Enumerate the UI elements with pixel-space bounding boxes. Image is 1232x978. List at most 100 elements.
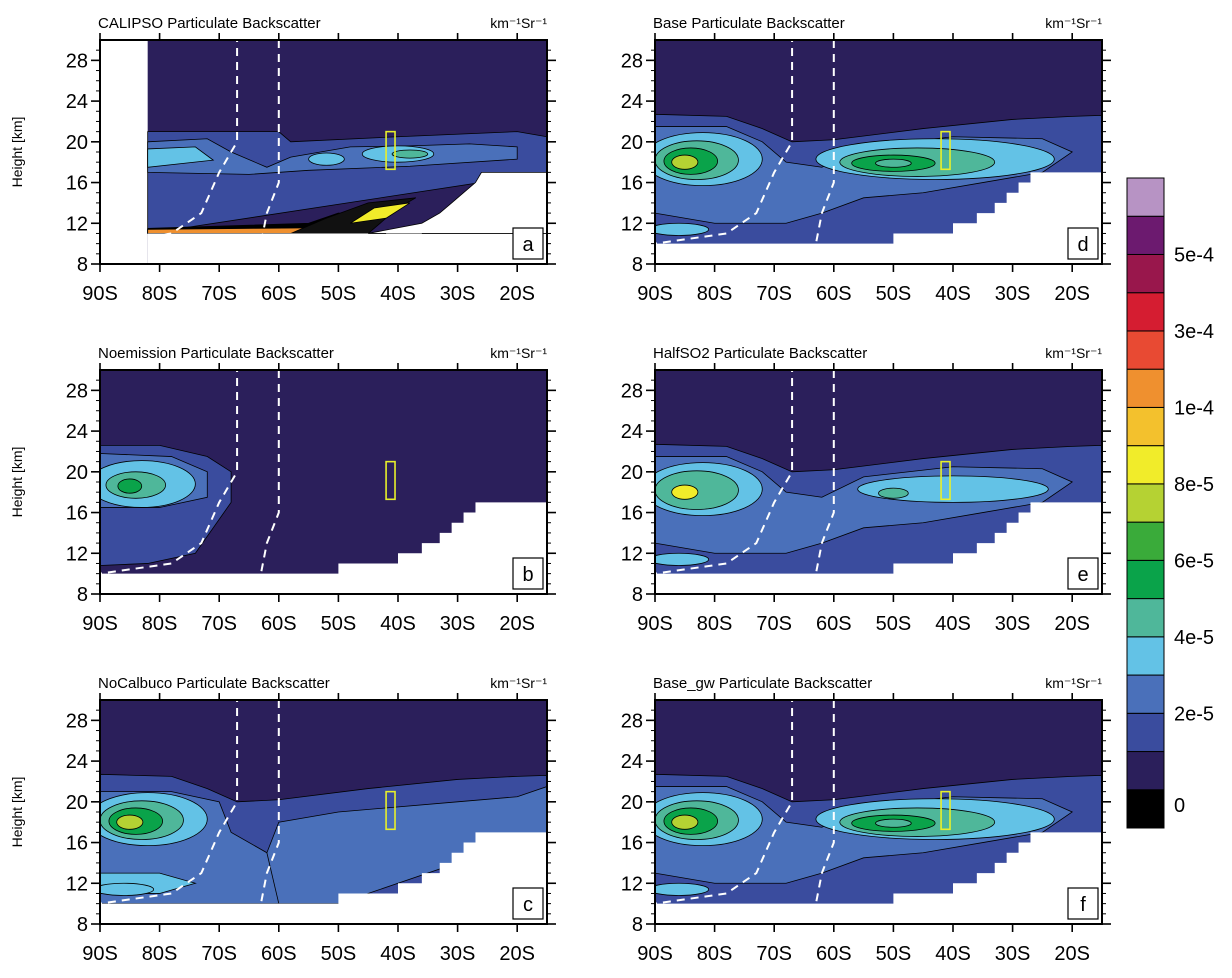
x-tick-label: 90S	[82, 283, 118, 305]
contour-field	[100, 700, 547, 924]
x-tick-label: 50S	[876, 613, 912, 635]
site-marker	[385, 790, 396, 831]
boundary-dashed-line	[655, 370, 794, 575]
panel-letter: e	[1077, 564, 1088, 586]
x-tick-label: 30S	[995, 283, 1031, 305]
panel-b: 90S 80S 70S 60S 50S 40S 30S 20S 28 24 20 16 12 8 Heigh…	[9, 345, 556, 635]
colorbar-label: 4e-5	[1174, 627, 1214, 649]
panel-letter-box	[1067, 557, 1099, 590]
y-tick-label: 20	[66, 792, 88, 814]
colorbar-label: 8e-5	[1174, 474, 1214, 496]
colorbar-label: 3e-4	[1174, 321, 1214, 343]
colorbar-label: 0	[1174, 795, 1185, 817]
x-tick-label: 50S	[876, 943, 912, 965]
colorbar-swatch	[1126, 789, 1165, 829]
panel-letter: d	[1077, 234, 1088, 256]
colorbar-swatch	[1126, 559, 1165, 600]
colorbar-swatch	[1126, 368, 1165, 408]
x-tick-label: 50S	[876, 283, 912, 305]
boundary-dashed-line	[259, 40, 280, 244]
colorbar-swatch	[1126, 292, 1165, 332]
colorbar-swatch	[1126, 598, 1165, 638]
x-tick-label: 80S	[142, 943, 178, 965]
x-tick-label: 20S	[499, 613, 535, 635]
panel-letter-box	[512, 557, 544, 590]
y-tick-label: 28	[621, 50, 643, 72]
units-label: km⁻¹Sr⁻¹	[490, 345, 547, 361]
panel-d: 90S 80S 70S 60S 50S 40S 30S 20S 28 24 20 16 12 8 Base …	[621, 15, 1111, 305]
panel-title: Noemission Particulate Backscatter	[98, 345, 334, 362]
y-tick-label: 16	[621, 833, 643, 855]
x-tick-label: 60S	[816, 943, 852, 965]
x-tick-label: 80S	[697, 283, 733, 305]
y-tick-label: 12	[66, 543, 88, 565]
colorbar-swatch	[1126, 521, 1165, 561]
panel-f: 90S 80S 70S 60S 50S 40S 30S 20S 28 24 20 16 12 8 Base_…	[621, 675, 1111, 965]
y-tick-label: 20	[66, 462, 88, 484]
no-data-mask	[655, 832, 1102, 924]
site-marker	[940, 130, 951, 171]
boundary-dashed-line	[814, 40, 835, 244]
x-tick-label: 70S	[201, 283, 237, 305]
y-tick-label: 24	[621, 91, 643, 113]
colorbar-swatch	[1126, 712, 1165, 753]
x-tick-label: 90S	[82, 613, 118, 635]
no-data-mask	[100, 832, 547, 924]
y-axis-label: Height [km]	[9, 447, 25, 518]
y-tick-label: 12	[66, 873, 88, 895]
x-tick-label: 20S	[1054, 613, 1090, 635]
x-tick-label: 40S	[380, 613, 416, 635]
y-tick-label: 28	[621, 710, 643, 732]
x-tick-label: 80S	[697, 943, 733, 965]
panel-title: NoCalbuco Particulate Backscatter	[98, 675, 330, 692]
x-tick-label: 70S	[201, 943, 237, 965]
y-tick-label: 12	[621, 543, 643, 565]
contour-field	[100, 40, 547, 264]
y-tick-label: 8	[632, 254, 643, 276]
x-tick-label: 90S	[637, 613, 673, 635]
x-tick-label: 60S	[261, 283, 297, 305]
x-tick-label: 70S	[201, 613, 237, 635]
x-tick-label: 20S	[499, 943, 535, 965]
units-label: km⁻¹Sr⁻¹	[1045, 15, 1102, 31]
y-tick-label: 24	[66, 91, 88, 113]
y-tick-label: 28	[66, 710, 88, 732]
y-tick-label: 24	[66, 421, 88, 443]
boundary-dashed-line	[100, 370, 239, 575]
no-data-mask	[100, 502, 547, 594]
x-tick-label: 30S	[995, 613, 1031, 635]
boundary-dashed-line	[259, 370, 280, 574]
x-tick-label: 40S	[935, 283, 971, 305]
x-tick-label: 60S	[816, 283, 852, 305]
colorbar-swatch	[1126, 177, 1165, 217]
x-tick-label: 30S	[440, 613, 476, 635]
x-tick-label: 70S	[756, 943, 792, 965]
y-tick-label: 20	[621, 792, 643, 814]
colorbar-swatch	[1126, 636, 1165, 676]
panel-title: HalfSO2 Particulate Backscatter	[653, 345, 867, 362]
colorbar-swatch	[1126, 445, 1165, 485]
y-tick-label: 20	[66, 132, 88, 154]
y-tick-label: 8	[77, 254, 88, 276]
site-marker	[385, 130, 396, 171]
panel-a: 90S 80S 70S 60S 50S 40S 30S 20S 28 24 20 16 12 8 Heigh…	[9, 15, 556, 305]
boundary-dashed-line	[655, 700, 794, 905]
panel-letter: a	[522, 234, 534, 256]
panel-letter-box	[512, 227, 544, 260]
y-tick-label: 16	[621, 503, 643, 525]
x-tick-label: 60S	[261, 613, 297, 635]
panel-letter-box	[1067, 887, 1099, 920]
panel-letter: b	[522, 564, 533, 586]
y-tick-label: 12	[621, 213, 643, 235]
x-tick-label: 60S	[816, 613, 852, 635]
no-data-mask	[655, 172, 1102, 264]
colorbar-label: 1e-4	[1174, 397, 1214, 419]
y-tick-label: 8	[632, 914, 643, 936]
site-marker	[940, 790, 951, 831]
units-label: km⁻¹Sr⁻¹	[490, 15, 547, 31]
y-tick-label: 20	[621, 462, 643, 484]
y-tick-label: 28	[66, 380, 88, 402]
y-tick-label: 8	[632, 584, 643, 606]
x-tick-label: 50S	[321, 943, 357, 965]
